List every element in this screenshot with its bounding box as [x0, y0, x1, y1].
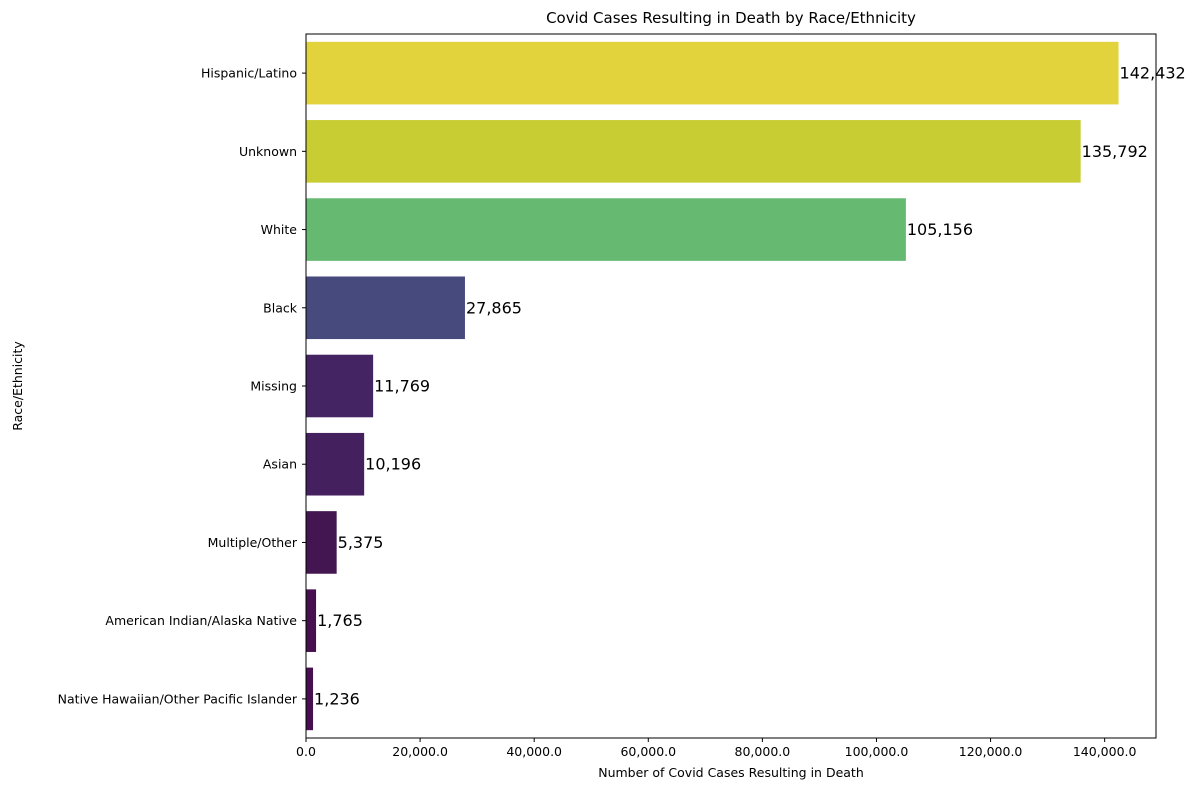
y-tick-label: Native Hawaiian/Other Pacific Islander — [58, 691, 298, 706]
data-label: 5,375 — [338, 533, 384, 552]
data-label: 27,865 — [466, 298, 522, 317]
x-tick-label: 0.0 — [296, 744, 316, 759]
bar — [306, 667, 314, 731]
bar — [306, 198, 906, 261]
x-tick-label: 140,000.0 — [1073, 744, 1137, 759]
data-label: 105,156 — [907, 220, 973, 239]
bar — [306, 120, 1081, 183]
data-label: 11,769 — [374, 377, 430, 396]
x-tick-label: 120,000.0 — [959, 744, 1023, 759]
data-label: 135,792 — [1082, 142, 1148, 161]
bar — [306, 276, 465, 340]
data-label: 1,236 — [314, 689, 360, 708]
y-tick-label: Black — [263, 300, 298, 315]
y-tick-label: Multiple/Other — [208, 535, 298, 550]
x-tick-label: 20,000.0 — [392, 744, 448, 759]
x-tick-label: 60,000.0 — [620, 744, 676, 759]
x-tick-label: 40,000.0 — [506, 744, 562, 759]
plot-frame — [305, 33, 1157, 739]
x-tick-label: 100,000.0 — [845, 744, 909, 759]
data-label: 1,765 — [317, 611, 363, 630]
bar — [306, 589, 317, 652]
x-axis-label: Number of Covid Cases Resulting in Death — [598, 765, 864, 780]
y-tick-label: Missing — [250, 379, 297, 394]
y-tick-label: Unknown — [239, 144, 297, 159]
y-tick-label: Asian — [263, 457, 297, 472]
x-tick-label: 80,000.0 — [735, 744, 791, 759]
y-tick-label: American Indian/Alaska Native — [105, 613, 297, 628]
plot-area: 142,432 Hispanic/Latino 135,792 Unknown 105,… — [58, 33, 1186, 759]
data-label: 142,432 — [1120, 64, 1186, 83]
bar — [306, 511, 337, 574]
chart-title: Covid Cases Resulting in Death by Race/E… — [546, 9, 916, 27]
bar — [306, 432, 365, 496]
data-label: 10,196 — [365, 455, 421, 474]
y-axis-label: Race/Ethnicity — [10, 341, 25, 431]
bar — [306, 354, 374, 418]
y-tick-label: Hispanic/Latino — [201, 66, 297, 81]
y-tick-label: White — [261, 222, 298, 237]
bar — [306, 41, 1119, 105]
